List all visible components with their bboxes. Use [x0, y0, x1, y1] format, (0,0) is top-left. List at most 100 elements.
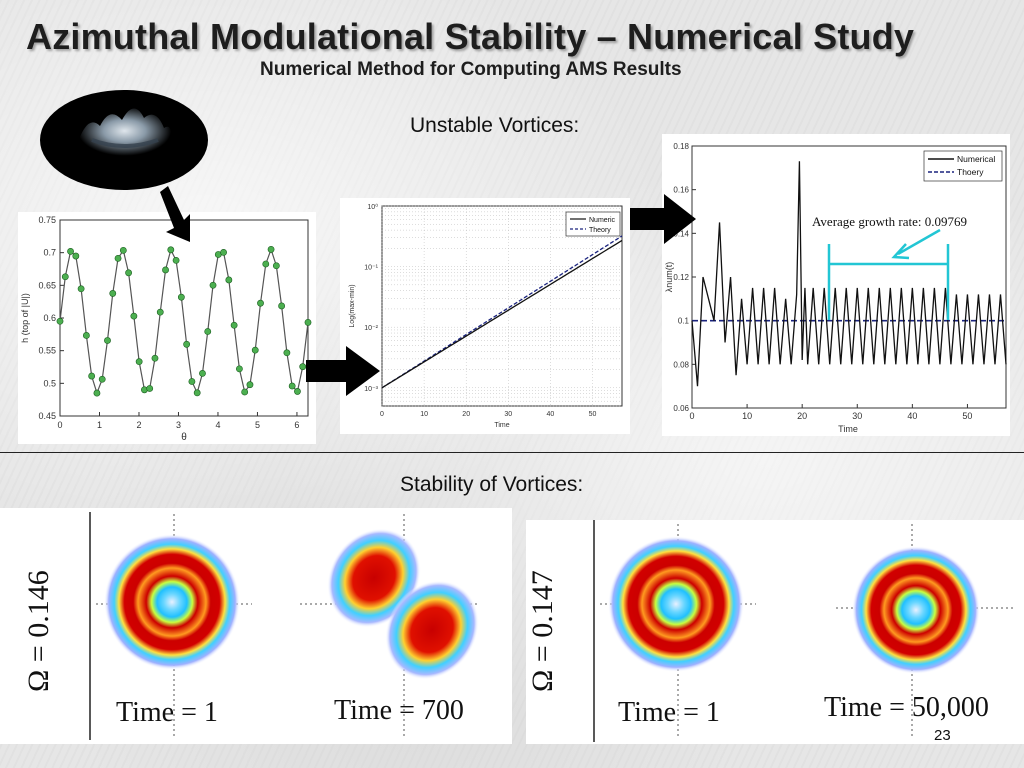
- plot3-xtick-label: 30: [852, 411, 862, 421]
- plot1-point: [146, 385, 154, 392]
- time-label-1b: Time = 1: [618, 697, 720, 728]
- plot2-ylabel: Log(max-min): [349, 284, 356, 327]
- log-growth-plot: 10⁰ 10⁻¹ 10⁻² 10⁻³ 0 10 20 30 40 50 Numeric Theo…: [340, 198, 630, 434]
- time-label-700: Time = 700: [334, 695, 464, 726]
- plot1-point: [283, 349, 291, 357]
- plot1-point: [61, 273, 69, 281]
- vortex-split-blob-image: [385, 580, 479, 680]
- plot1-point: [220, 249, 227, 256]
- growth-rate-bracket: [827, 228, 950, 320]
- plot1-xtick-label: 6: [294, 420, 299, 430]
- plot1-point: [72, 252, 80, 260]
- plot3-xtick-label: 40: [907, 411, 917, 421]
- plot1-point: [199, 369, 206, 377]
- plot1-ytick-label: 0.55: [38, 346, 56, 356]
- plot3-xtick-label: 0: [689, 411, 694, 421]
- plot1-point: [77, 285, 85, 293]
- plot1-ytick-label: 0.6: [43, 313, 56, 323]
- plot2-xtick-label: 40: [547, 411, 555, 418]
- plot1-point: [304, 319, 312, 326]
- plot1-point: [98, 375, 106, 383]
- plot1-point: [67, 247, 74, 255]
- vortex-ring-image: [852, 546, 980, 674]
- plot1-point: [82, 332, 90, 339]
- plot3-ytick-label: 0.14: [673, 229, 689, 238]
- plot1-xtick-label: 0: [57, 420, 62, 430]
- plot1-point: [288, 382, 296, 390]
- unstable-vortices-label: Unstable Vortices:: [410, 114, 580, 137]
- plot3-ylabel: λnum(t): [664, 262, 674, 293]
- plot1-point: [151, 354, 159, 362]
- plot1-point: [257, 299, 264, 307]
- plot2-series-numeric: [381, 239, 623, 389]
- plot1-point: [225, 276, 233, 284]
- plot1-ytick-label: 0.5: [43, 378, 56, 388]
- plot1-xtick-label: 1: [97, 420, 102, 430]
- plot1-point: [230, 321, 238, 329]
- plot3-legend-theory: Thoery: [957, 167, 984, 177]
- height-vs-theta-plot: 0.75 0.7 0.65 0.6 0.55 0.5 0.45 0 1 2 3 4 5 6 h (top…: [18, 212, 316, 444]
- plot1-point: [294, 388, 301, 395]
- plot1-point: [272, 262, 280, 270]
- vortex-ring-image: [104, 534, 240, 670]
- plot1-point: [299, 363, 307, 371]
- plot1-point: [109, 290, 117, 297]
- plot2-ytick-label: 10⁻³: [364, 386, 378, 393]
- plot1-point: [278, 302, 286, 310]
- plot2-series-theory: [381, 235, 623, 389]
- plot3-legend-numerical: Numerical: [957, 154, 995, 164]
- stability-vortices-label: Stability of Vortices:: [400, 473, 584, 496]
- plot1-point: [236, 365, 243, 373]
- plot1-point: [188, 378, 196, 385]
- omega-label-left: Ω = 0.146: [22, 570, 55, 692]
- plot2-legend-numeric: Numeric: [589, 217, 616, 224]
- time-label-50000: Time = 50,000: [824, 692, 989, 723]
- plot1-point: [125, 269, 132, 277]
- plot1-xtick-label: 5: [255, 420, 260, 430]
- plot1-xlabel: θ: [181, 432, 187, 443]
- plot2-xlabel: Time: [494, 422, 509, 429]
- plot3-xtick-label: 10: [742, 411, 752, 421]
- plot2-ytick-label: 10⁻²: [364, 325, 378, 332]
- plot1-point: [114, 254, 122, 262]
- slide-title: Azimuthal Modulational Stability – Numer…: [26, 16, 915, 57]
- time-label-1: Time = 1: [116, 697, 218, 728]
- plot1-point: [162, 266, 169, 274]
- plot2-xtick-label: 0: [380, 411, 384, 418]
- plot1-point: [246, 381, 254, 389]
- plot1-point: [267, 246, 275, 253]
- plot2-legend-theory: Theory: [589, 227, 611, 234]
- plot1-point: [251, 346, 259, 354]
- plot1-point: [56, 317, 64, 325]
- plot2-xtick-label: 30: [504, 411, 512, 418]
- surface-plot-thumbnail: [38, 84, 210, 192]
- plot2-xtick-label: 50: [589, 411, 597, 418]
- plot3-xtick-label: 20: [797, 411, 807, 421]
- plot2-xtick-label: 20: [462, 411, 470, 418]
- plot1-point: [104, 337, 111, 344]
- plot1-point: [183, 340, 191, 348]
- plot1-ytick-label: 0.65: [38, 280, 56, 290]
- plot2-ytick-label: 10⁰: [367, 203, 378, 211]
- plot1-point: [119, 246, 127, 254]
- omega-label-right: Ω = 0.147: [526, 570, 559, 692]
- plot1-point: [172, 257, 180, 264]
- growth-rate-annotation: Average growth rate: 0.09769: [812, 214, 967, 229]
- plot3-xtick-label: 50: [962, 411, 972, 421]
- section-divider: [0, 452, 1024, 453]
- plot3-ytick-label: 0.1: [678, 317, 690, 326]
- growth-rate-plot: 0.18 0.16 0.14 0.12 0.1 0.08 0.06 0 10 20 30 40 50 …: [662, 134, 1010, 436]
- plot1-xtick-label: 3: [176, 420, 181, 430]
- plot1-point: [167, 246, 175, 254]
- plot3-ytick-label: 0.12: [673, 273, 689, 282]
- plot3-series-numerical: [691, 161, 1007, 387]
- plot1-point: [156, 308, 164, 316]
- vortex-panel-0147: [526, 520, 1024, 744]
- plot1-point: [241, 388, 249, 396]
- arrow-down-icon: [160, 186, 190, 242]
- plot3-ytick-label: 0.16: [673, 186, 689, 195]
- plot3-ytick-label: 0.18: [673, 142, 689, 151]
- plot1-xtick-label: 4: [215, 420, 220, 430]
- plot1-ytick-label: 0.7: [43, 248, 56, 258]
- plot1-point: [204, 328, 212, 335]
